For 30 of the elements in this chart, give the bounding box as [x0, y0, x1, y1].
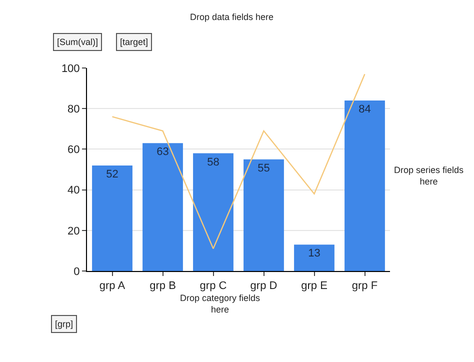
text: Drop category fields here: [180, 293, 261, 315]
y-tick-label: 20: [68, 225, 80, 238]
x-tick-label: grp F: [352, 280, 378, 292]
data-label: 63: [156, 146, 169, 158]
text: Drop data fields here: [190, 12, 274, 22]
text: [grp]: [55, 319, 74, 329]
data-label: 52: [106, 168, 118, 180]
bar: [244, 159, 284, 271]
y-tick-label: 0: [74, 266, 80, 278]
text: [target]: [120, 37, 148, 47]
data-label: 58: [207, 156, 220, 168]
y-tick-label: 80: [68, 103, 80, 116]
bar: [193, 153, 234, 271]
x-tick-label: grp B: [150, 280, 176, 292]
y-tick-label: 40: [68, 184, 80, 197]
y-tick-label: 60: [68, 144, 80, 156]
y-tick-label: 100: [61, 62, 80, 75]
text: Drop series fields here: [394, 165, 464, 187]
x-tick-label: grp E: [301, 280, 328, 292]
data-label: 55: [258, 162, 270, 174]
data-label: 13: [308, 248, 320, 260]
bar: [344, 100, 385, 271]
x-tick-label: grp A: [99, 280, 126, 292]
data-label: 84: [358, 103, 371, 116]
x-tick-label: grp C: [200, 280, 227, 292]
bar: [92, 165, 132, 271]
x-tick-label: grp D: [250, 280, 278, 292]
bar: [294, 244, 334, 271]
text: [Sum(val)]: [57, 37, 98, 47]
bar: [142, 143, 183, 271]
